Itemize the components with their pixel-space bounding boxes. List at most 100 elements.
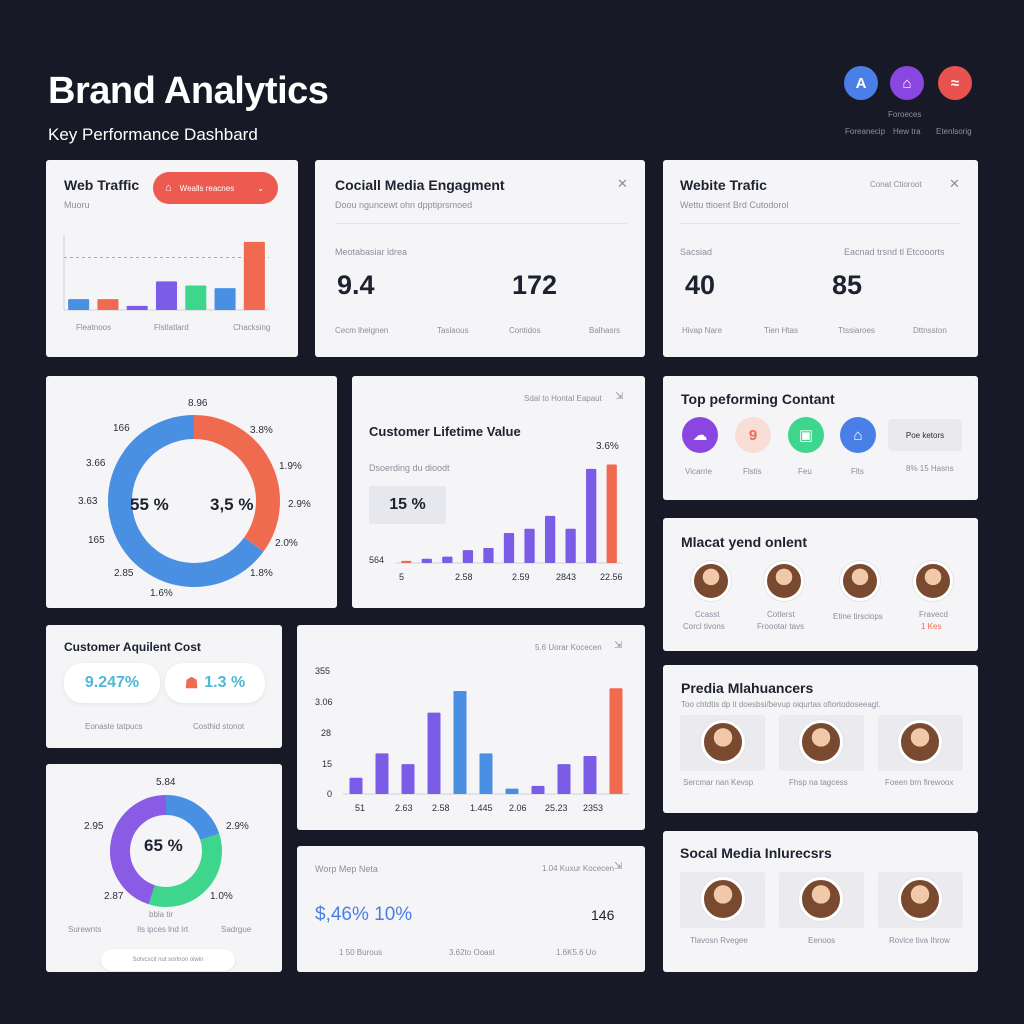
- header-icon-label: Etenlsorig: [936, 127, 972, 136]
- item-label: Etine tirsciops: [833, 612, 883, 621]
- close-icon[interactable]: ✕: [617, 176, 628, 191]
- summary-value: $,46% 10%: [315, 904, 413, 925]
- donut-label: 1.6%: [150, 588, 173, 599]
- x-axis-label: 2.06: [509, 803, 527, 813]
- item-label: Feu: [798, 467, 812, 476]
- donut-caption: Sadrgue: [221, 925, 252, 934]
- donut-caption: Ils ipces lnd Irt: [137, 925, 189, 934]
- lock-icon[interactable]: ⌂: [840, 417, 876, 453]
- donut-label: 2.9%: [288, 499, 311, 510]
- export-icon[interactable]: ⇲: [615, 391, 624, 402]
- influencer-name: Eenoos: [808, 936, 836, 945]
- avatar: [799, 720, 843, 764]
- lock-icon[interactable]: ⌂: [890, 66, 924, 100]
- bar: [503, 533, 515, 563]
- web-traffic-card: Web Traffic ⌂ Wealls reacnes ⌄ Muoru Fle…: [46, 160, 298, 357]
- dash-icon[interactable]: ≈: [938, 66, 972, 100]
- avatar[interactable]: [691, 561, 731, 601]
- footer-label: Balhasrs: [589, 326, 621, 335]
- more-content-button[interactable]: Poe ketors: [888, 419, 962, 451]
- metric-value: 85: [832, 270, 863, 300]
- donut-chart: [110, 795, 222, 907]
- influencer-name: Tlavosn Rvegee: [690, 936, 748, 945]
- bar: [479, 753, 493, 794]
- card-title: Cociall Media Engagment: [335, 177, 505, 193]
- x-axis-label: 51: [355, 803, 366, 813]
- bar: [586, 468, 597, 563]
- bar: [155, 281, 178, 310]
- donut-caption: bbla tir: [149, 910, 174, 919]
- donut-label: 165: [88, 535, 105, 546]
- card-sub: Doou nguncewt ohn dpptiprsmoed: [335, 200, 473, 210]
- card-tag: Conat Ctioroot: [870, 180, 922, 189]
- web-traffic-chart: [63, 235, 269, 311]
- donut-label: 1.8%: [250, 568, 273, 579]
- donut-label: 3.8%: [250, 425, 273, 436]
- image-icon[interactable]: ▣: [788, 417, 824, 453]
- donut-slice: [108, 415, 264, 587]
- bar: [401, 764, 415, 794]
- card-title: Customer Aquilent Cost: [64, 640, 201, 654]
- avatar: [898, 877, 942, 921]
- bar: [243, 241, 265, 310]
- social-influencers-card: Socal Media Inlurecsrs Tlavosn Rvegee Ee…: [663, 831, 978, 972]
- card-tag: 1.04 Kuxur Kocecen: [542, 864, 615, 873]
- y-axis-label: 564: [369, 555, 385, 565]
- influencer-name: Rovlce tiva Ihrow: [889, 936, 950, 945]
- close-icon[interactable]: ✕: [949, 176, 960, 191]
- analytics-icon[interactable]: A: [844, 66, 878, 100]
- export-icon[interactable]: ⇲: [614, 861, 623, 872]
- bar: [214, 288, 236, 310]
- clv-value: 15 %: [369, 486, 446, 524]
- card-sub: Wettu ttioent Brd Cutodorol: [680, 200, 789, 210]
- bar: [557, 764, 571, 794]
- media-influencers-card: Predia Mlahuancers Too chtdtis dp it doe…: [663, 665, 978, 813]
- y-axis-label: 3.06: [315, 697, 333, 707]
- item-label: Fravecd: [919, 610, 948, 619]
- header-icon-tag: Foroeces: [888, 110, 922, 119]
- cloud-icon[interactable]: ☁: [682, 417, 718, 453]
- avatar[interactable]: [840, 561, 880, 601]
- bar: [68, 299, 90, 310]
- bar: [606, 464, 617, 563]
- cac-value-a: 9.247%: [64, 663, 160, 703]
- alert-icon: ⌂: [165, 182, 172, 194]
- metric-value: 172: [512, 270, 558, 300]
- x-label: Chacksing: [233, 323, 271, 332]
- x-label: Fleatnoos: [76, 323, 112, 332]
- ghost-icon: ☗: [184, 675, 199, 692]
- donut-slice: [193, 415, 280, 552]
- card-tag: 5.6 Uorar Kocecen: [535, 643, 602, 652]
- bar: [462, 550, 474, 563]
- bar: [609, 688, 623, 794]
- footer-label: 1.6K5.6 Uo: [556, 948, 597, 957]
- item-label: Flts: [851, 467, 864, 476]
- influencer-name: Fhsp na tagcess: [789, 778, 848, 787]
- avatar[interactable]: [913, 561, 953, 601]
- avatar[interactable]: [764, 561, 804, 601]
- card-tag: Sdal to Hontal Eapaut: [524, 394, 602, 403]
- bar: [453, 690, 467, 794]
- bar-chart: [343, 688, 629, 795]
- clv-chart: [396, 464, 622, 564]
- x-axis-label: 2.59: [512, 572, 530, 582]
- web-traffic-button[interactable]: ⌂ Wealls reacnes ⌄: [153, 172, 278, 204]
- metric-label: Meotabasiar ldrea: [335, 247, 408, 257]
- donut-slice: [165, 795, 220, 841]
- card-title: Socal Media Inlurecsrs: [680, 845, 832, 861]
- number-icon[interactable]: 9: [735, 417, 771, 453]
- bar: [583, 756, 597, 794]
- metric-label: Eacnad trsnd tl Etcooorts: [844, 247, 945, 257]
- x-axis-label: 1.445: [470, 803, 493, 813]
- header-icon-label: Hew tra: [893, 127, 921, 136]
- button-label: Wealls reacnes: [179, 183, 235, 193]
- donut-pill[interactable]: Sotvcscit nut sortnon olwin: [101, 949, 235, 971]
- donut-caption: Surewnts: [68, 925, 102, 934]
- bar: [483, 548, 494, 563]
- x-axis-label: 2.63: [395, 803, 413, 813]
- footer-label: 3.62to Ooast: [449, 948, 495, 957]
- top-content-card: Top peforming Contant ☁ 9 ▣ ⌂ Vicarrie F…: [663, 376, 978, 500]
- donut-small-card: 5.84 65 % 2.95 2.9% 2.87 1.0% bbla tir S…: [46, 764, 282, 972]
- footer-label: 1 50 Burous: [339, 948, 383, 957]
- export-icon[interactable]: ⇲: [614, 640, 623, 651]
